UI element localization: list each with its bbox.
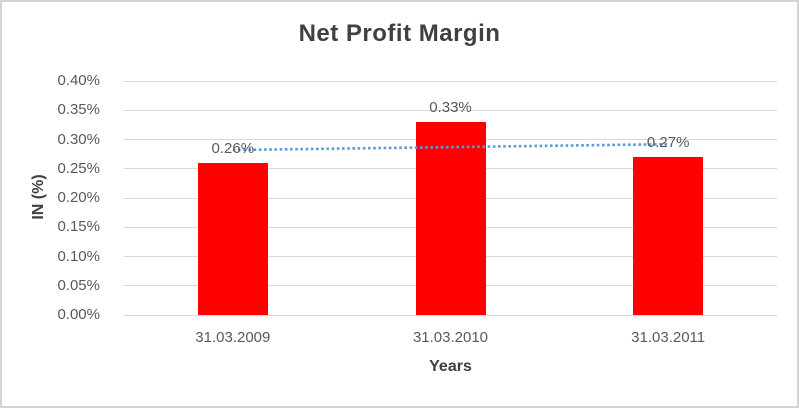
gridline <box>124 80 777 82</box>
gridline <box>124 109 777 111</box>
plot-area <box>124 80 777 316</box>
gridline <box>124 314 777 316</box>
bar-31.03.2011 <box>633 157 704 315</box>
chart-title: Net Profit Margin <box>298 20 501 47</box>
x-category-label: 31.03.2009 <box>195 329 271 346</box>
y-tick-label: 0.35% <box>57 101 100 119</box>
bar-value-label: 0.27% <box>646 134 690 152</box>
bar-31.03.2010 <box>415 121 486 315</box>
bar-31.03.2009 <box>197 162 268 315</box>
bar-value-label: 0.33% <box>429 98 472 116</box>
y-tick-label: 0.05% <box>57 276 100 294</box>
y-tick-label: 0.00% <box>57 306 100 323</box>
y-tick-label: 0.20% <box>57 189 100 206</box>
x-category-label: 31.03.2011 <box>631 329 706 346</box>
bar-value-label: 0.26% <box>211 139 255 157</box>
y-tick-label: 0.25% <box>57 159 100 177</box>
x-category-label: 31.03.2010 <box>412 329 489 346</box>
y-tick-label: 0.40% <box>57 72 100 89</box>
y-tick-label: 0.30% <box>57 130 100 148</box>
y-tick-label: 0.10% <box>57 247 100 265</box>
x-axis-title: Years <box>429 358 472 375</box>
y-tick-label: 0.15% <box>57 218 100 236</box>
